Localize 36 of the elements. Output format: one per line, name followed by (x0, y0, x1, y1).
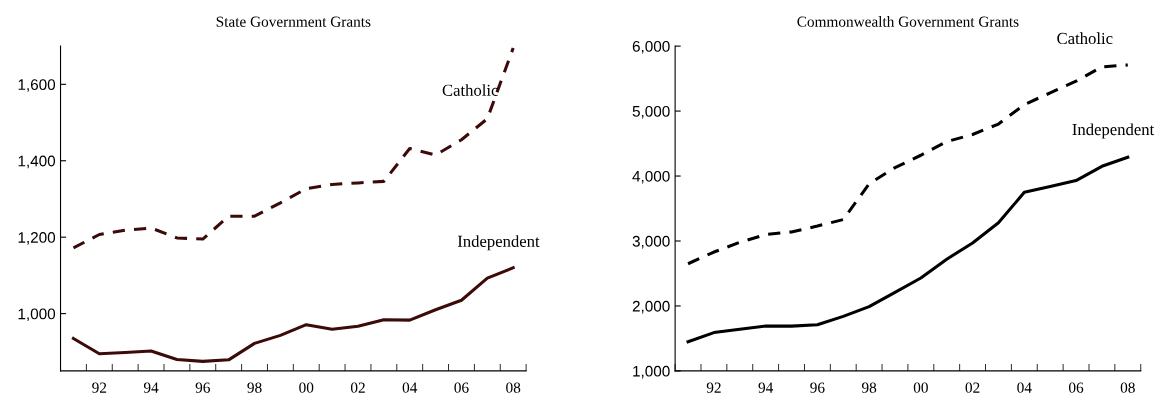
x-tick-label: 00 (913, 382, 928, 393)
x-tick-label: 98 (247, 382, 262, 393)
y-tick-label: 1,400 (18, 155, 56, 169)
x-tick-label: 94 (758, 382, 774, 393)
x-tick-label: 06 (1069, 382, 1084, 393)
x-tick-label: 94 (143, 382, 159, 393)
line-series (686, 155, 1130, 344)
x-tick-label: 04 (402, 382, 418, 393)
x-tick-label: 96 (810, 382, 825, 393)
chart-title: Commonwealth Government Grants (797, 16, 1019, 27)
y-tick-label: 4,000 (632, 170, 670, 184)
x-tick-label: 00 (299, 382, 314, 393)
series-label: Catholic (1057, 32, 1113, 45)
x-tick-label: 92 (706, 382, 721, 393)
y-tick-label: 1,200 (18, 232, 56, 245)
x-tick-label: 06 (454, 382, 469, 393)
y-tick-label: 6,000 (632, 40, 670, 54)
x-tick-label: 92 (92, 382, 107, 393)
y-tick-label: 1,000 (18, 308, 56, 322)
y-tick-label: 3,000 (632, 235, 670, 249)
series-label: Independent (457, 235, 540, 251)
series-label: Independent (1072, 123, 1155, 139)
x-tick-label: 04 (1017, 382, 1032, 393)
chart-title: State Government Grants (216, 16, 371, 27)
line-series (71, 266, 515, 363)
x-tick-label: 96 (195, 382, 210, 393)
x-tick-label: 98 (861, 382, 877, 393)
x-tick-label: 02 (965, 382, 980, 393)
y-tick-label: 1,000 (633, 365, 670, 379)
series-label: Catholic (442, 84, 498, 96)
y-tick-label: 1,600 (18, 79, 56, 92)
x-tick-label: 08 (1120, 382, 1135, 393)
y-tick-label: 2,000 (632, 300, 670, 314)
y-tick-label: 5,000 (632, 105, 670, 119)
x-tick-label: 02 (350, 382, 365, 393)
x-tick-label: 08 (506, 382, 521, 393)
